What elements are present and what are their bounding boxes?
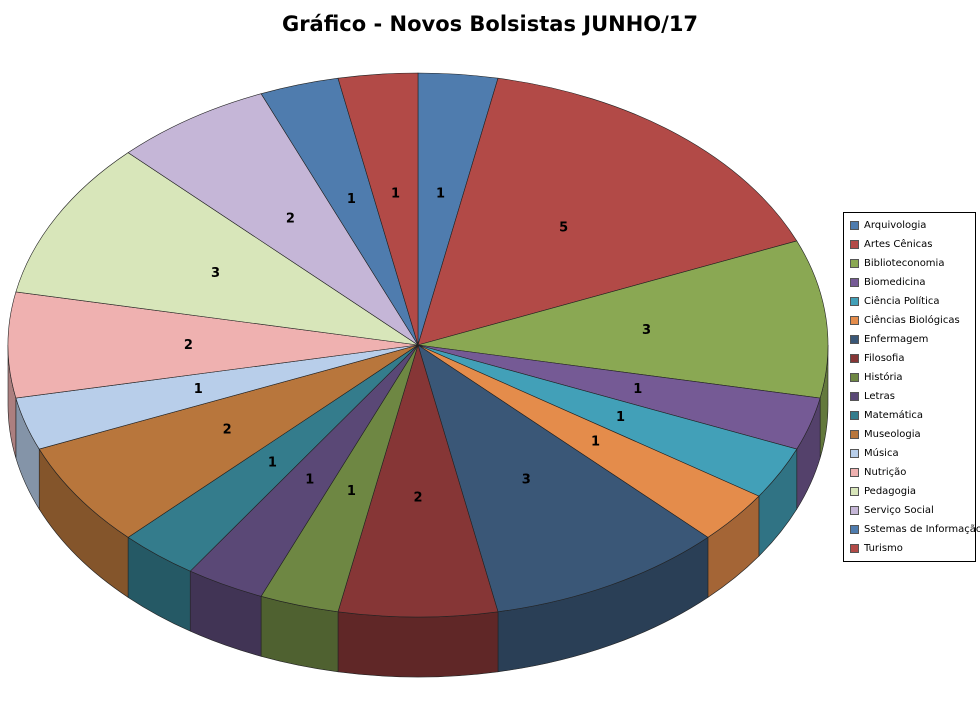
legend-swatch	[850, 411, 859, 420]
pie-slice-enfermagem	[417, 344, 709, 613]
legend-swatch	[850, 335, 859, 344]
pie-slice-turismo	[337, 72, 419, 346]
legend-swatch	[850, 316, 859, 325]
legend-label: Ciência Política	[864, 296, 940, 307]
legend-swatch	[850, 297, 859, 306]
data-label: 1	[633, 382, 642, 397]
pie-slice-serviço-social	[127, 93, 419, 346]
legend-swatch	[850, 487, 859, 496]
legend-item: Arquivologia	[850, 216, 975, 235]
legend: Arquivologia Artes Cênicas Biblioteconomia…	[843, 212, 980, 562]
data-label: 1	[436, 186, 445, 201]
data-label: 2	[413, 490, 422, 505]
legend-item: Biblioteconomia	[850, 254, 975, 273]
legend-label: Sstemas de Informação	[864, 524, 980, 535]
pie-slice-museologia	[38, 344, 419, 538]
data-label: 1	[347, 192, 356, 207]
pie-slice-nutrição	[7, 291, 419, 399]
legend-item: Nutrição	[850, 463, 975, 482]
legend-label: Pedagogia	[864, 486, 917, 497]
legend-swatch	[850, 354, 859, 363]
legend-swatch	[850, 392, 859, 401]
chart-title: Gráfico - Novos Bolsistas JUNHO/17	[281, 12, 699, 36]
legend-label: Nutrição	[864, 467, 907, 478]
legend-label: Biblioteconomia	[864, 258, 945, 269]
data-label: 1	[591, 435, 600, 450]
legend-label: Enfermagem	[864, 334, 929, 345]
legend-label: Museologia	[864, 429, 921, 440]
legend-swatch	[850, 373, 859, 382]
pie-side-filosofia	[337, 611, 499, 678]
legend-item: Sstemas de Informação	[850, 520, 980, 539]
pie-slice-artes-cênicas	[417, 77, 798, 346]
pie-slice-biblioteconomia	[417, 240, 829, 399]
data-label: 3	[522, 472, 531, 487]
legend-swatch	[850, 506, 859, 515]
data-label: 1	[616, 410, 625, 425]
legend-label: História	[864, 372, 903, 383]
legend-item: Serviço Social	[850, 501, 975, 520]
pie-slice-filosofia	[337, 343, 499, 618]
legend-item: Matemática	[850, 406, 975, 425]
legend-swatch	[850, 544, 859, 553]
legend-swatch	[850, 278, 859, 287]
legend-label: Matemática	[864, 410, 924, 421]
legend-swatch	[850, 430, 859, 439]
legend-item: Artes Cênicas	[850, 235, 975, 254]
legend-label: Música	[864, 448, 899, 459]
legend-item: Pedagogia	[850, 482, 975, 501]
legend-item: História	[850, 368, 975, 387]
data-label: 1	[268, 456, 277, 471]
legend-swatch	[850, 525, 859, 534]
legend-swatch	[850, 449, 859, 458]
data-label: 1	[194, 382, 203, 397]
data-label: 2	[223, 423, 232, 438]
legend-label: Ciências Biológicas	[864, 315, 960, 326]
data-label: 3	[642, 323, 651, 338]
legend-item: Enfermagem	[850, 330, 975, 349]
legend-label: Turismo	[864, 543, 903, 554]
pie-slice-pedagogia	[15, 152, 419, 346]
legend-item: Biomedicina	[850, 273, 975, 292]
legend-label: Filosofia	[864, 353, 905, 364]
legend-item: Ciências Biológicas	[850, 311, 975, 330]
legend-label: Serviço Social	[864, 505, 934, 516]
legend-swatch	[850, 259, 859, 268]
data-label: 1	[347, 484, 356, 499]
legend-swatch	[850, 468, 859, 477]
legend-label: Arquivologia	[864, 220, 927, 231]
legend-item: Filosofia	[850, 349, 975, 368]
legend-label: Artes Cênicas	[864, 239, 933, 250]
legend-label: Biomedicina	[864, 277, 926, 288]
data-label: 1	[391, 186, 400, 201]
data-label: 2	[184, 338, 193, 353]
data-label: 3	[211, 266, 220, 281]
legend-swatch	[850, 221, 859, 230]
data-label: 2	[286, 211, 295, 226]
legend-item: Museologia	[850, 425, 975, 444]
legend-item: Ciência Política	[850, 292, 975, 311]
legend-item: Turismo	[850, 539, 975, 558]
data-label: 1	[305, 472, 314, 487]
legend-swatch	[850, 240, 859, 249]
data-label: 5	[559, 220, 568, 235]
legend-item: Letras	[850, 387, 975, 406]
legend-label: Letras	[864, 391, 895, 402]
legend-item: Música	[850, 444, 975, 463]
